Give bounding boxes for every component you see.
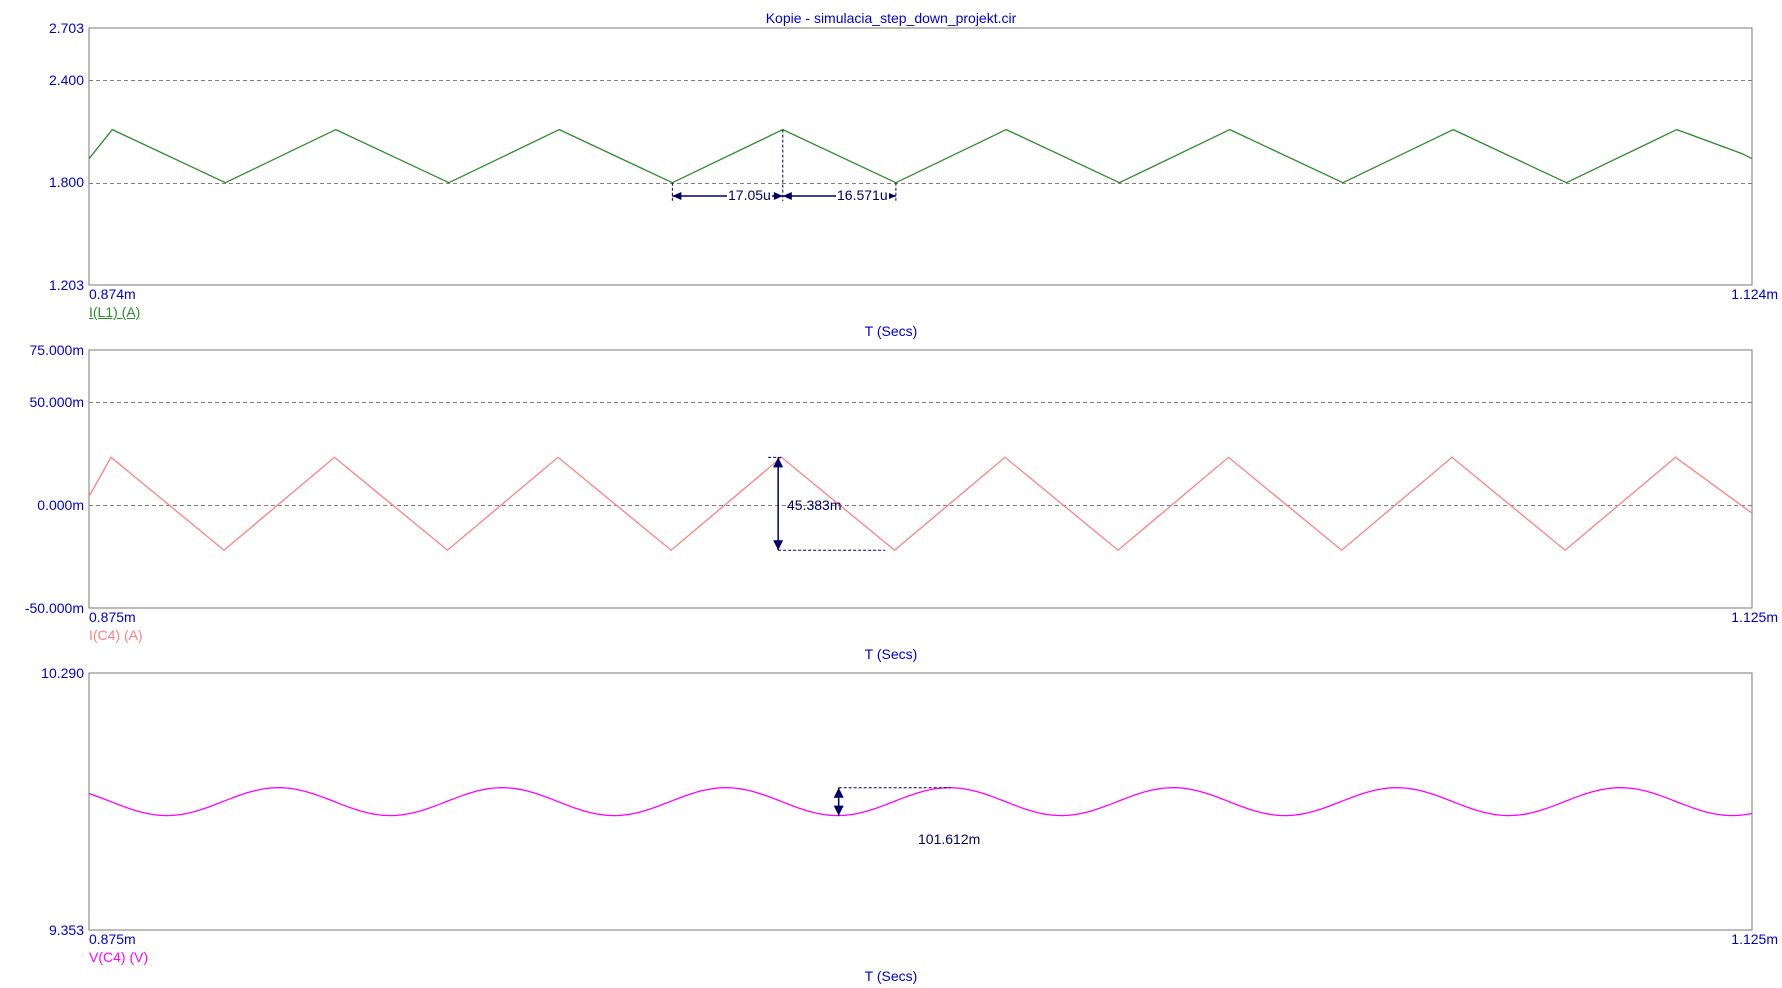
y-bottom-label-plot-2: -50.000m [24, 600, 84, 616]
x-axis-title-plot-2: T (Secs) [864, 646, 918, 662]
x-end-label-plot-3: 1.125m [1731, 931, 1778, 947]
measure-arrow [773, 457, 784, 468]
plot-capacitor-voltage [88, 672, 1753, 931]
measure-label-period-fall: 16.571u [836, 187, 889, 203]
y-bottom-label-plot-1: 1.203 [48, 277, 84, 293]
y-tick-label-plot-2: 0.000m [37, 497, 84, 513]
x-end-label-plot-1: 1.124m [1731, 286, 1778, 302]
plot-capacitor-current [88, 349, 1753, 609]
legend-series-plot-3[interactable]: V(C4) (V) [89, 949, 149, 965]
x-start-label-plot-1: 0.874m [89, 286, 136, 302]
measure-arrow [773, 540, 784, 551]
x-axis-title-plot-1: T (Secs) [864, 323, 918, 339]
y-top-label-plot-1: 2.703 [48, 20, 84, 36]
y-tick-label-plot-2: 50.000m [29, 394, 84, 410]
measure-arrow [773, 192, 783, 200]
y-tick-label-plot-1: 1.800 [48, 174, 84, 190]
measure-label-ripple-current: 45.383m [787, 497, 842, 513]
measure-arrow [833, 787, 844, 798]
series-line [88, 787, 1753, 817]
x-start-label-plot-3: 0.875m [89, 931, 136, 947]
series-line [88, 456, 1753, 552]
y-top-label-plot-3: 10.290 [41, 665, 84, 681]
plot-inductor-current [88, 27, 1753, 286]
measure-label-ripple-voltage: 101.612m [918, 831, 981, 847]
measure-arrow [886, 192, 896, 200]
x-axis-title-plot-3: T (Secs) [864, 968, 918, 984]
measure-arrow [672, 192, 682, 200]
measure-arrow [833, 805, 844, 816]
x-end-label-plot-2: 1.125m [1731, 609, 1778, 625]
series-line [88, 128, 1753, 184]
legend-series-plot-1[interactable]: I(L1) (A) [89, 304, 141, 320]
x-start-label-plot-2: 0.875m [89, 609, 136, 625]
measure-label-period-rise: 17.05u [727, 187, 772, 203]
plot-frame [88, 27, 1753, 286]
y-top-label-plot-2: 75.000m [29, 342, 84, 358]
measure-arrow [782, 192, 792, 200]
plot-title: Kopie - simulacia_step_down_projekt.cir [765, 10, 1017, 26]
y-bottom-label-plot-3: 9.353 [48, 922, 84, 938]
plot-frame [88, 672, 1753, 931]
legend-series-plot-2[interactable]: I(C4) (A) [89, 627, 143, 643]
y-tick-label-plot-1: 2.400 [48, 72, 84, 88]
plot-frame [88, 349, 1753, 609]
